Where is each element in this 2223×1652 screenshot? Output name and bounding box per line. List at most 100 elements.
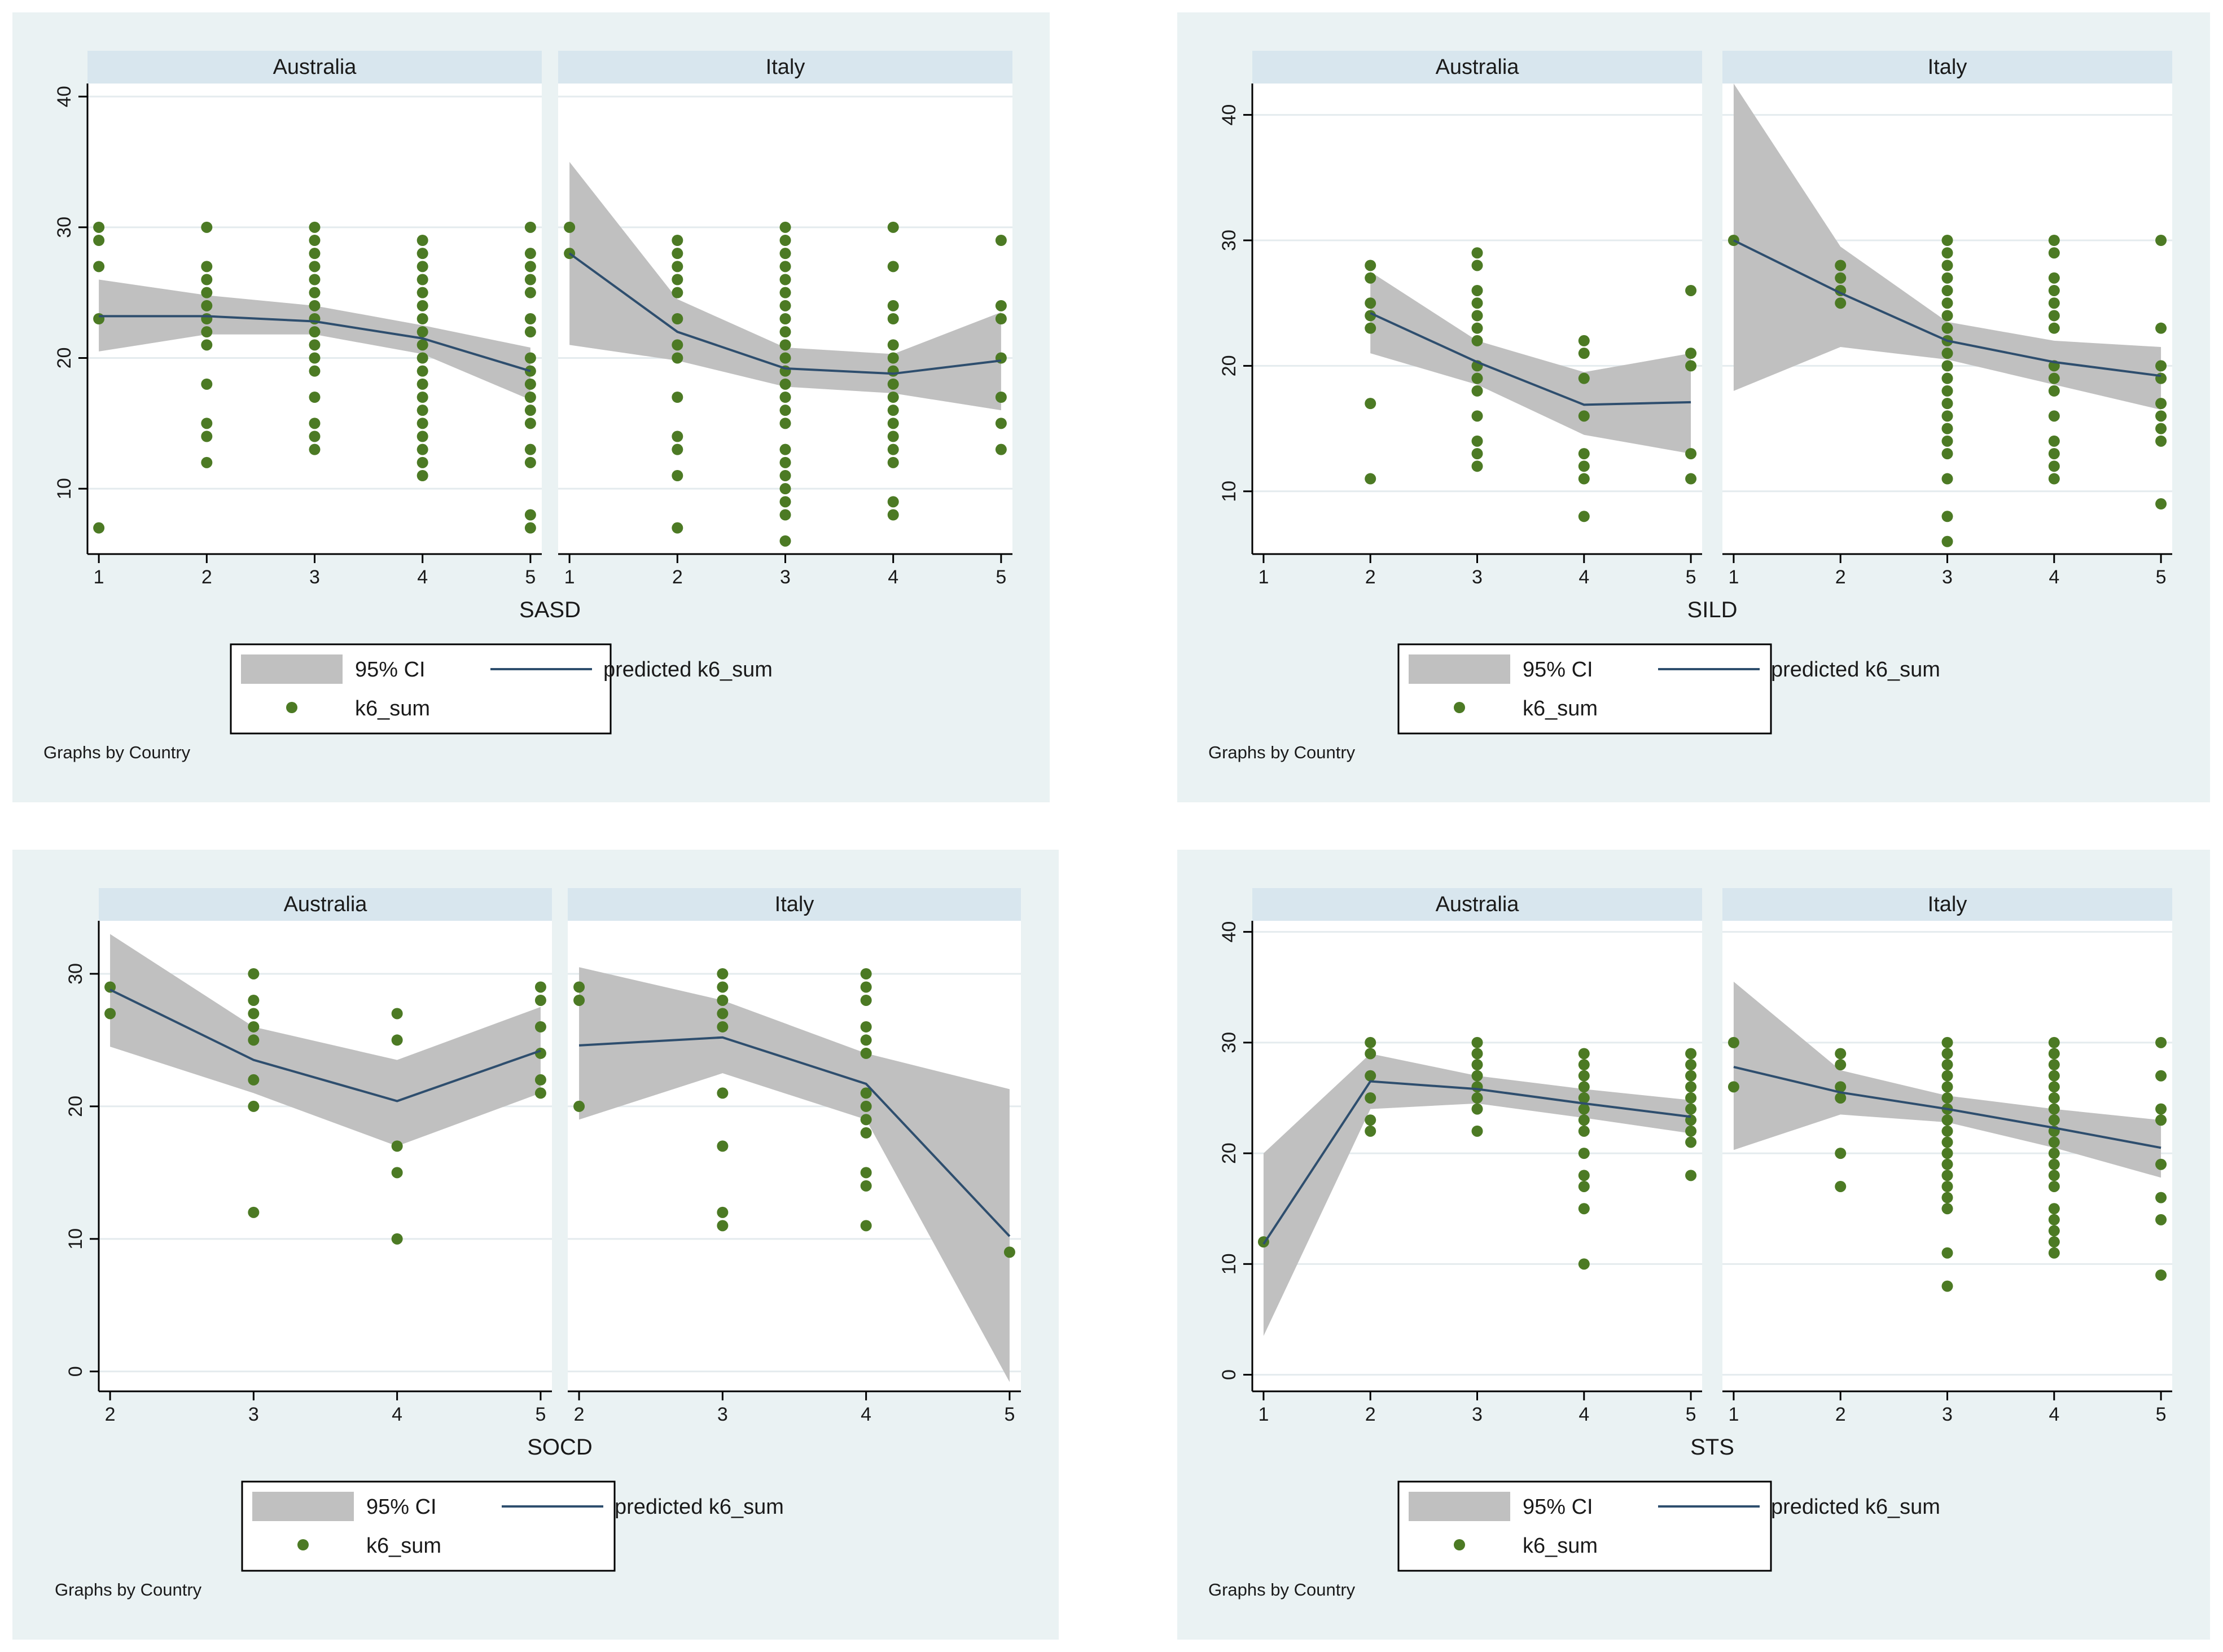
x-tick-label: 1 bbox=[1728, 566, 1739, 588]
data-point bbox=[2048, 1114, 2060, 1126]
data-point bbox=[1578, 1125, 1590, 1137]
data-point bbox=[1471, 1125, 1483, 1137]
data-point bbox=[887, 456, 899, 468]
data-point bbox=[1471, 322, 1483, 334]
data-point bbox=[93, 261, 105, 273]
data-point bbox=[1578, 1059, 1590, 1071]
data-point bbox=[248, 1100, 260, 1112]
data-point bbox=[717, 1206, 729, 1218]
data-point bbox=[779, 352, 791, 364]
data-point bbox=[309, 392, 321, 403]
y-tick-label: 10 bbox=[1218, 481, 1240, 502]
data-point bbox=[1941, 1036, 1953, 1048]
data-point bbox=[248, 1206, 260, 1218]
data-point bbox=[201, 287, 213, 298]
data-point bbox=[1941, 348, 1953, 359]
data-point bbox=[717, 1220, 729, 1232]
graphs-by-note: Graphs by Country bbox=[43, 742, 191, 762]
data-point bbox=[672, 261, 683, 273]
data-point bbox=[860, 968, 872, 979]
data-point bbox=[1941, 1048, 1953, 1060]
data-point bbox=[1365, 272, 1376, 284]
data-point bbox=[860, 1167, 872, 1179]
data-point bbox=[1685, 284, 1697, 296]
data-point bbox=[1578, 1170, 1590, 1181]
data-point bbox=[2048, 435, 2060, 447]
data-point bbox=[1941, 1170, 1953, 1181]
x-tick-label: 4 bbox=[417, 566, 428, 588]
data-point bbox=[1941, 473, 1953, 485]
data-point bbox=[779, 392, 791, 403]
x-tick-label: 4 bbox=[1579, 1404, 1589, 1425]
data-point bbox=[1471, 297, 1483, 309]
data-point bbox=[534, 1021, 546, 1032]
data-point bbox=[416, 392, 428, 403]
legend-ci-label: 95% CI bbox=[355, 658, 426, 682]
data-point bbox=[201, 300, 213, 311]
data-point bbox=[779, 443, 791, 455]
data-point bbox=[201, 326, 213, 338]
data-point bbox=[1835, 260, 1847, 271]
legend-ci-label: 95% CI bbox=[366, 1495, 437, 1519]
data-point bbox=[1941, 1192, 1953, 1203]
data-point bbox=[717, 981, 729, 993]
panel-australia-header bbox=[87, 51, 542, 84]
data-point bbox=[1471, 310, 1483, 322]
data-point bbox=[1941, 247, 1953, 259]
data-point bbox=[2155, 435, 2167, 447]
data-point bbox=[887, 313, 899, 324]
panel-australia-title: Australia bbox=[1436, 893, 1520, 916]
data-point bbox=[2048, 1036, 2060, 1048]
data-point bbox=[779, 300, 791, 311]
data-point bbox=[2048, 460, 2060, 472]
y-tick-label: 30 bbox=[65, 963, 86, 985]
y-tick-label: 20 bbox=[1218, 1143, 1240, 1164]
data-point bbox=[1941, 310, 1953, 322]
data-point bbox=[309, 418, 321, 429]
legend-points-label: k6_sum bbox=[1523, 697, 1598, 720]
data-point bbox=[2155, 1103, 2167, 1115]
data-point bbox=[672, 430, 683, 442]
data-point bbox=[1365, 1048, 1376, 1060]
legend-points-swatch bbox=[1454, 702, 1465, 713]
data-point bbox=[2048, 1081, 2060, 1093]
data-point bbox=[1941, 448, 1953, 460]
data-point bbox=[779, 535, 791, 547]
data-point bbox=[860, 1114, 872, 1126]
panel-italy-header bbox=[558, 51, 1012, 84]
panel-australia-fit-line bbox=[109, 988, 541, 1102]
data-point bbox=[309, 274, 321, 285]
data-point bbox=[524, 405, 536, 416]
data-point bbox=[1685, 1092, 1697, 1104]
data-point bbox=[416, 300, 428, 311]
data-point bbox=[1941, 423, 1953, 434]
legend-points-label: k6_sum bbox=[1523, 1534, 1598, 1558]
data-point bbox=[416, 430, 428, 442]
data-point bbox=[779, 248, 791, 260]
x-tick-label: 4 bbox=[1579, 566, 1589, 588]
data-point bbox=[2048, 372, 2060, 384]
data-point bbox=[887, 443, 899, 455]
data-point bbox=[1471, 435, 1483, 447]
data-point bbox=[1365, 1092, 1376, 1104]
data-point bbox=[524, 443, 536, 455]
data-point bbox=[416, 378, 428, 390]
data-point bbox=[860, 1087, 872, 1099]
data-point bbox=[887, 221, 899, 233]
data-point bbox=[2155, 410, 2167, 422]
data-point bbox=[1941, 1114, 1953, 1126]
data-point bbox=[1941, 1158, 1953, 1170]
data-point bbox=[1941, 385, 1953, 397]
data-point bbox=[1941, 535, 1953, 547]
data-point bbox=[2155, 498, 2167, 510]
data-point bbox=[887, 300, 899, 311]
data-point bbox=[201, 261, 213, 273]
data-point bbox=[887, 509, 899, 521]
data-point bbox=[1365, 260, 1376, 271]
data-point bbox=[2048, 410, 2060, 422]
data-point bbox=[1941, 1247, 1953, 1259]
data-point bbox=[534, 994, 546, 1006]
data-point bbox=[779, 470, 791, 481]
data-point bbox=[717, 1087, 729, 1099]
x-tick-label: 2 bbox=[201, 566, 212, 588]
